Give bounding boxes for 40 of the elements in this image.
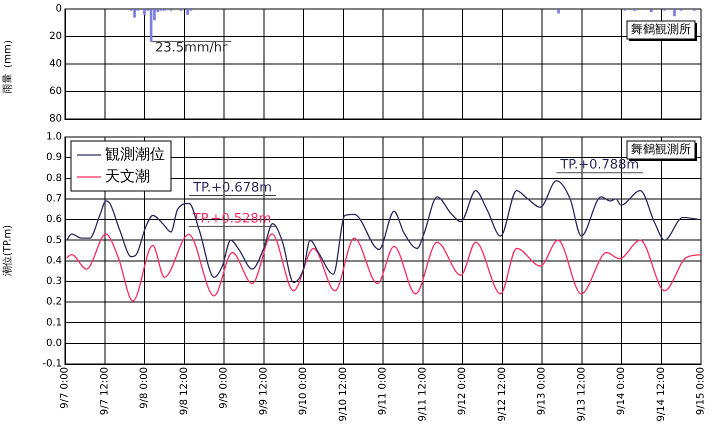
y-tick-label: 0.6: [46, 214, 62, 226]
x-tick-label: 9/10 0:00: [298, 367, 310, 416]
x-tick-label: 9/12 12:00: [496, 367, 508, 422]
y-tick-label: 0.3: [46, 276, 62, 288]
x-tick-label: 9/13 12:00: [576, 367, 588, 422]
x-tick-label: 9/11 12:00: [417, 367, 428, 422]
y-tick-label: 0.5: [46, 234, 62, 246]
y-tick-label: 60: [49, 86, 62, 98]
y-tick-label: 0.1: [46, 317, 62, 328]
y-tick-label: 0.8: [46, 172, 62, 184]
x-tick-label: 9/9 0:00: [218, 367, 230, 409]
y-tick-label: 0.2: [46, 296, 62, 308]
y-tick-label: 1.0: [46, 132, 62, 143]
legend-label: 天文潮: [105, 166, 150, 185]
x-tick-label: 9/12 0:00: [457, 367, 468, 416]
x-tick-label: 9/7 12:00: [99, 367, 110, 416]
x-tick-label: 9/14 12:00: [656, 367, 667, 422]
x-tick-label: 9/8 12:00: [178, 367, 190, 416]
y-tick-label: 80: [49, 114, 62, 125]
y-tick-label: 20: [49, 31, 62, 42]
y-axis-title: 潮位(TP.m): [2, 224, 14, 276]
x-tick-label: 9/11 0:00: [378, 367, 389, 416]
annotation: 舞鶴観測所: [631, 22, 691, 36]
y-tick-label: 0.9: [46, 152, 62, 164]
annotation: 舞鶴観測所: [631, 142, 691, 156]
x-tick-label: 9/7 0:00: [60, 367, 71, 409]
x-tick-label: 9/9 12:00: [258, 367, 270, 416]
y-tick-label: 0.7: [46, 194, 62, 205]
x-tick-label: 9/13 0:00: [536, 367, 548, 416]
x-tick-label: 9/8 0:00: [139, 367, 150, 409]
y-tick-label: 0: [56, 4, 62, 15]
legend-label: 観測潮位: [105, 144, 165, 163]
y-axis-title: 雨量（mm）: [2, 34, 14, 94]
x-tick-label: 9/14 0:00: [616, 367, 628, 416]
x-tick-label: 9/10 12:00: [338, 367, 349, 422]
y-tick-label: 40: [49, 58, 62, 70]
y-tick-label: 0.0: [46, 338, 62, 349]
x-tick-label: 9/15 0:00: [696, 367, 707, 416]
y-tick-label: -0.1: [42, 358, 62, 370]
y-tick-label: 0.4: [46, 255, 62, 266]
